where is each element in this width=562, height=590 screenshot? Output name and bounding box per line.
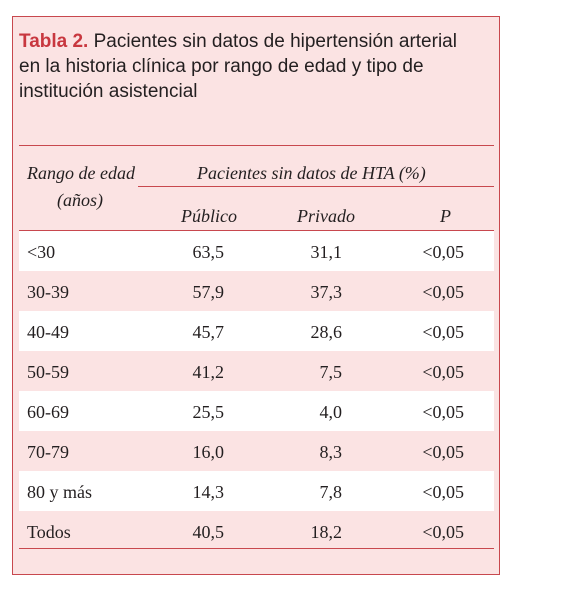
table-cell: 7,8 [319, 482, 343, 502]
group-header: Pacientes sin datos de HTA (%) [197, 163, 426, 183]
rule [19, 145, 494, 146]
table-cell: <0,05 [422, 402, 464, 422]
table-cell: <0,05 [422, 242, 464, 262]
rule [19, 548, 494, 549]
table-row: 30-39 57,9 37,3 <0,05 [19, 271, 494, 311]
caption-text: Pacientes sin datos de hipertensión arte… [93, 31, 457, 52]
column-header: P [440, 206, 451, 226]
rule [19, 230, 494, 231]
table-cell: 18,2 [310, 522, 343, 542]
row-label: 30-39 [27, 282, 69, 302]
table-row: 80 y más 14,3 7,8 <0,05 [19, 471, 494, 511]
table-cell: 7,5 [319, 362, 343, 382]
table-cell: 63,5 [192, 242, 225, 262]
column-header: Privado [297, 206, 355, 226]
row-label: Todos [27, 522, 71, 542]
table-cell: <0,05 [422, 322, 464, 342]
row-label: 40-49 [27, 322, 69, 342]
row-header: (años) [57, 190, 103, 210]
table-cell: <0,05 [422, 442, 464, 462]
table-cell: 41,2 [192, 362, 225, 382]
row-label: <30 [27, 242, 56, 262]
table-cell: <0,05 [422, 362, 464, 382]
table-cell: 16,0 [192, 442, 225, 462]
table-panel: Tabla 2. Pacientes sin datos de hiperten… [12, 16, 500, 575]
table-cell: 4,0 [319, 402, 343, 422]
table-row: 60-69 25,5 4,0 <0,05 [19, 391, 494, 431]
table-cell: 37,3 [310, 282, 343, 302]
rule [138, 186, 494, 187]
table-row: <30 63,5 31,1 <0,05 [19, 231, 494, 271]
table-caption: Tabla 2. Pacientes sin datos de hiperten… [19, 29, 457, 104]
table-row: Todos 40,5 18,2 <0,05 [19, 511, 494, 551]
row-label: 60-69 [27, 402, 69, 422]
table-cell: 31,1 [310, 242, 343, 262]
row-label: 80 y más [27, 482, 92, 502]
table-cell: 57,9 [192, 282, 225, 302]
caption-line: Tabla 2. Pacientes sin datos de hiperten… [19, 29, 457, 54]
table-cell: <0,05 [422, 282, 464, 302]
table-cell: 45,7 [192, 322, 225, 342]
table-row: 50-59 41,2 7,5 <0,05 [19, 351, 494, 391]
table-cell: <0,05 [422, 522, 464, 542]
caption-line: en la historia clínica por rango de edad… [19, 56, 424, 77]
table-row: 70-79 16,0 8,3 <0,05 [19, 431, 494, 471]
row-label: 50-59 [27, 362, 69, 382]
table-cell: <0,05 [422, 482, 464, 502]
caption-label: Tabla 2. [19, 31, 89, 52]
table-cell: 14,3 [192, 482, 225, 502]
caption-line: institución asistencial [19, 81, 198, 102]
table-cell: 28,6 [310, 322, 343, 342]
row-header: Rango de edad [27, 163, 135, 183]
table-row: 40-49 45,7 28,6 <0,05 [19, 311, 494, 351]
table-cell: 8,3 [319, 442, 343, 462]
table-cell: 25,5 [192, 402, 225, 422]
column-header: Público [181, 206, 237, 226]
table-cell: 40,5 [192, 522, 225, 542]
row-label: 70-79 [27, 442, 69, 462]
